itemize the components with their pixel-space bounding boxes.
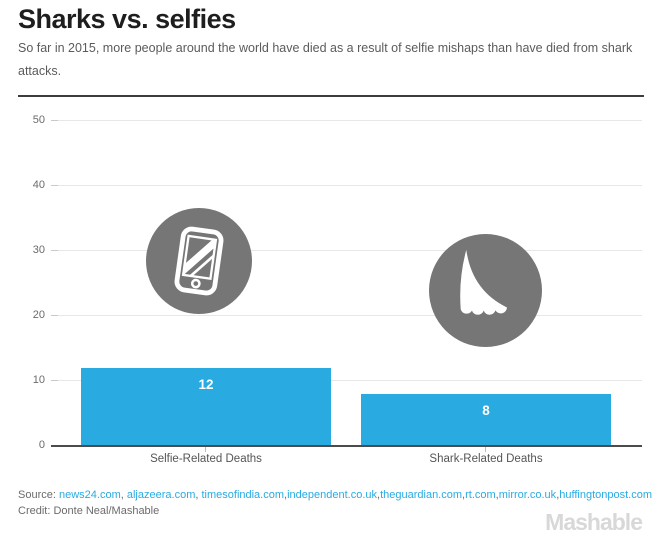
gridline [51, 380, 642, 381]
source-link[interactable]: news24.com [58, 489, 121, 501]
x-axis-tick [205, 447, 206, 452]
y-axis-label: 50 [32, 114, 45, 126]
bar-selfie-deaths: 12 [81, 368, 331, 446]
page-title: Sharks vs. selfies [18, 4, 236, 34]
source-link[interactable]: aljazeera.com [126, 489, 196, 501]
source-credit-block: Source: news24.com, aljazeera.com, times… [18, 487, 652, 519]
source-link[interactable]: independent.co.uk [287, 489, 378, 501]
source-link[interactable]: timesofindia.com [201, 489, 285, 501]
y-axis-tick [51, 380, 58, 381]
y-axis-label: 10 [32, 374, 45, 386]
y-axis-labels: 0 10 20 30 40 50 [0, 114, 45, 451]
chart-subtitle: So far in 2015, more people around the w… [18, 41, 633, 78]
credit-line: Credit: Donte Neal/Mashable [18, 505, 160, 517]
source-link[interactable]: huffingtonpost.com [559, 489, 652, 501]
source-line: Source: news24.com, aljazeera.com, times… [18, 487, 652, 503]
mashable-logo: Mashable [545, 509, 643, 535]
bar-value-label: 12 [198, 377, 214, 392]
source-link[interactable]: theguardian.com [380, 489, 463, 501]
category-label-shark: Shark-Related Deaths [429, 453, 543, 465]
gridline [51, 185, 642, 186]
y-axis-label: 20 [32, 309, 45, 321]
x-axis-tick [485, 447, 486, 452]
shark-fin-icon [429, 234, 542, 347]
smartphone-icon [146, 208, 252, 314]
y-axis-tick [51, 250, 58, 251]
y-axis-tick [51, 315, 58, 316]
y-axis-label: 0 [38, 439, 45, 451]
source-link[interactable]: mirror.co.uk [498, 489, 557, 501]
y-axis-label: 40 [32, 179, 45, 191]
chart-plot-area: 12 8 [51, 120, 642, 446]
source-links: news24.com, aljazeera.com, timesofindia.… [58, 489, 652, 501]
source-label: Source: [18, 489, 56, 501]
x-axis-line [51, 445, 642, 447]
header-divider [18, 95, 644, 97]
y-axis-tick [51, 185, 58, 186]
category-label-selfie: Selfie-Related Deaths [150, 453, 262, 465]
source-link[interactable]: rt.com [465, 489, 496, 501]
bar-shark-deaths: 8 [361, 394, 611, 446]
bar-value-label: 8 [482, 403, 490, 418]
y-axis-label: 30 [32, 244, 45, 256]
y-axis-tick [51, 120, 58, 121]
gridline [51, 120, 642, 121]
gridline [51, 250, 642, 251]
gridline [51, 315, 642, 316]
